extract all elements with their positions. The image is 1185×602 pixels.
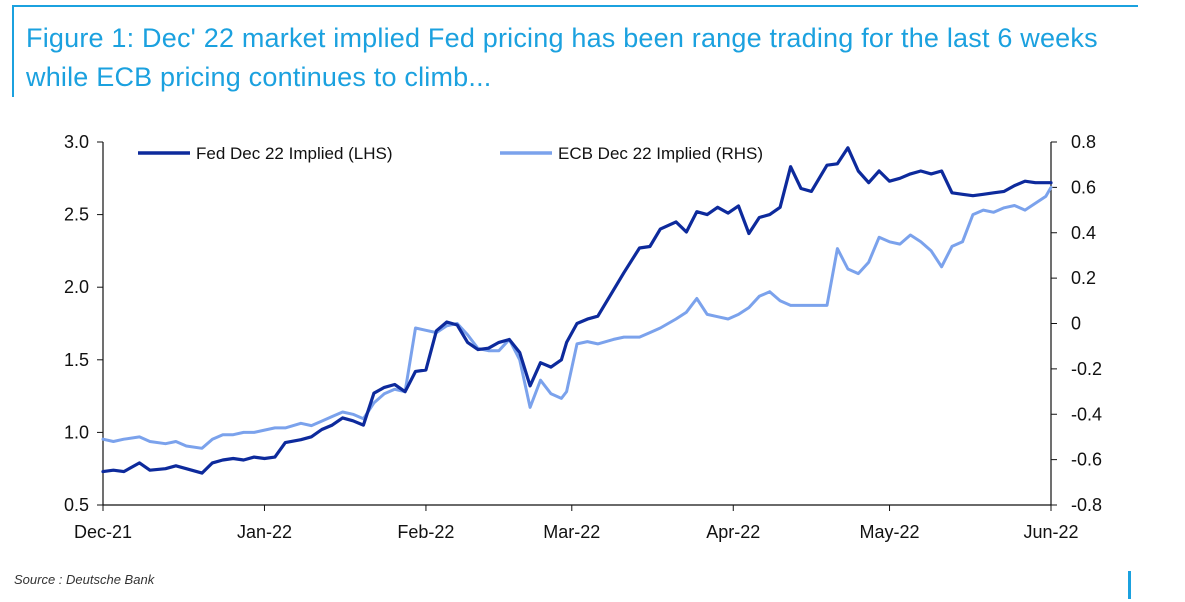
y-right-tick-label: 0.4 [1071, 223, 1096, 243]
y-left-tick-label: 3.0 [64, 132, 89, 152]
ecb-series-line [101, 185, 1053, 450]
y-right-tick-label: 0.6 [1071, 177, 1096, 197]
title-frame-left-rule [12, 5, 14, 97]
y-right-tick-label: 0 [1071, 314, 1081, 334]
y-right-tick-label: 0.2 [1071, 268, 1096, 288]
legend-item-fed-label: Fed Dec 22 Implied (LHS) [196, 144, 393, 163]
x-tick-label: May-22 [860, 522, 920, 542]
figure-title: Figure 1: Dec' 22 market implied Fed pri… [26, 23, 1098, 92]
x-tick-label: Jan-22 [237, 522, 292, 542]
y-right-tick-label: -0.8 [1071, 495, 1102, 515]
title-frame-top-rule [12, 5, 1138, 7]
y-left-tick-label: 0.5 [64, 495, 89, 515]
y-left-tick-label: 1.5 [64, 350, 89, 370]
frame-corner-mark [1128, 571, 1131, 599]
x-tick-label: Apr-22 [706, 522, 760, 542]
chart-legend: Fed Dec 22 Implied (LHS) ECB Dec 22 Impli… [138, 144, 763, 163]
x-tick-label: Mar-22 [543, 522, 600, 542]
fed-series-line [101, 146, 1053, 475]
y-left-tick-label: 2.0 [64, 277, 89, 297]
x-tick-label: Dec-21 [74, 522, 132, 542]
x-tick-label: Feb-22 [397, 522, 454, 542]
y-right-tick-label: -0.6 [1071, 450, 1102, 470]
source-note: Source : Deutsche Bank [14, 572, 155, 587]
chart-series-lines [101, 146, 1053, 475]
y-right-tick-label: -0.4 [1071, 404, 1102, 424]
y-left-tick-label: 2.5 [64, 205, 89, 225]
chart-axes: 0.5 1.0 1.5 2.0 2.5 3.0 -0.8 -0.6 -0.4 -0.2 0 0.2 0.… [64, 132, 1102, 542]
y-left-tick-label: 1.0 [64, 422, 89, 442]
legend-item-ecb-label: ECB Dec 22 Implied (RHS) [558, 144, 763, 163]
x-tick-label: Jun-22 [1023, 522, 1078, 542]
y-right-tick-label: 0.8 [1071, 132, 1096, 152]
y-right-tick-label: -0.2 [1071, 359, 1102, 379]
